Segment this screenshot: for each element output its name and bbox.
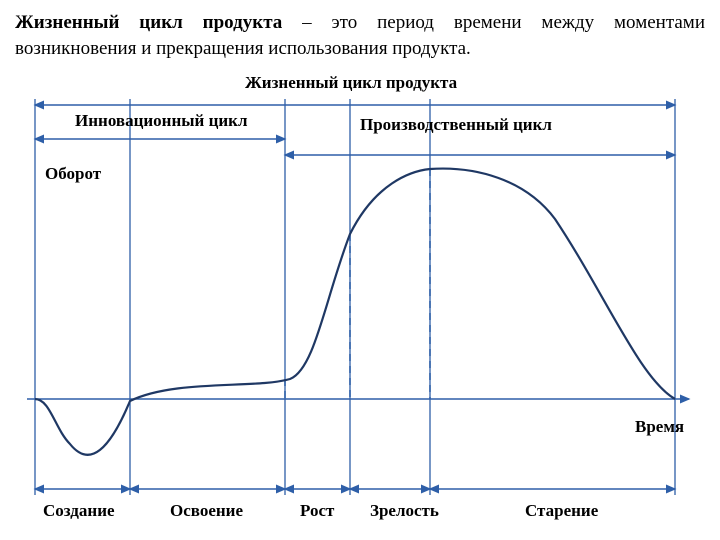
chart-title: Жизненный цикл продукта — [245, 73, 457, 93]
intro-term: Жизненный цикл продукта — [15, 12, 282, 33]
chart-svg — [15, 69, 705, 529]
intro-text: Жизненный цикл продукта – это период вре… — [15, 10, 705, 61]
y-axis-label: Оборот — [45, 164, 101, 184]
phase-creation: Создание — [43, 501, 115, 521]
phase-aging: Старение — [525, 501, 598, 521]
lifecycle-chart: Жизненный цикл продукта Инновационный ци… — [15, 69, 705, 529]
phase-maturity: Зрелость — [370, 501, 439, 521]
phase-growth: Рост — [300, 501, 334, 521]
cycle-innovation-label: Инновационный цикл — [75, 111, 248, 131]
x-axis-label: Время — [635, 417, 684, 437]
cycle-production-label: Производственный цикл — [360, 115, 552, 135]
phase-mastering: Освоение — [170, 501, 243, 521]
